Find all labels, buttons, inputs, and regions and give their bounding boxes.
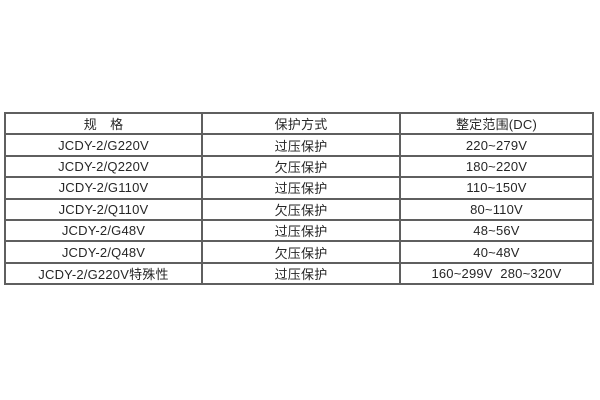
protection-cell: 过压保护 [201, 176, 401, 200]
table-row: JCDY-2/G220V特殊性 过压保护 160~299V 280~320V [4, 261, 594, 286]
spec-table: 规 格 保护方式 整定范围(DC) JCDY-2/G220V 过压保护 220~… [4, 111, 594, 286]
spec-cell: JCDY-2/Q220V [4, 154, 203, 179]
range-cell: 160~299V 280~320V [399, 261, 594, 286]
spec-cell: JCDY-2/Q48V [4, 240, 203, 264]
table-row: JCDY-2/Q110V 欠压保护 80~110V [4, 197, 594, 221]
table-row: JCDY-2/G220V 过压保护 220~279V [4, 133, 594, 157]
header-row: 规 格 保护方式 整定范围(DC) [4, 111, 594, 136]
protection-cell: 过压保护 [201, 218, 401, 243]
table-row: JCDY-2/G48V 过压保护 48~56V [4, 218, 594, 243]
specifications-table: 规 格 保护方式 整定范围(DC) JCDY-2/G220V 过压保护 220~… [4, 111, 594, 286]
spec-cell: JCDY-2/G220V特殊性 [4, 261, 203, 286]
protection-cell: 欠压保护 [201, 197, 401, 221]
protection-cell: 欠压保护 [201, 240, 401, 264]
header-range: 整定范围(DC) [399, 111, 594, 136]
table-row: JCDY-2/G110V 过压保护 110~150V [4, 176, 594, 200]
protection-cell: 过压保护 [201, 133, 401, 157]
header-spec: 规 格 [4, 111, 203, 136]
spec-cell: JCDY-2/Q110V [4, 197, 203, 221]
protection-cell: 欠压保护 [201, 154, 401, 179]
header-protection: 保护方式 [201, 111, 401, 136]
protection-cell: 过压保护 [201, 261, 401, 286]
range-cell: 48~56V [399, 218, 594, 243]
range-cell: 110~150V [399, 176, 594, 200]
table-row: JCDY-2/Q48V 欠压保护 40~48V [4, 240, 594, 264]
spec-cell: JCDY-2/G110V [4, 176, 203, 200]
spec-cell: JCDY-2/G48V [4, 218, 203, 243]
table-row: JCDY-2/Q220V 欠压保护 180~220V [4, 154, 594, 179]
range-cell: 40~48V [399, 240, 594, 264]
spec-cell: JCDY-2/G220V [4, 133, 203, 157]
range-cell: 80~110V [399, 197, 594, 221]
range-cell: 180~220V [399, 154, 594, 179]
range-cell: 220~279V [399, 133, 594, 157]
